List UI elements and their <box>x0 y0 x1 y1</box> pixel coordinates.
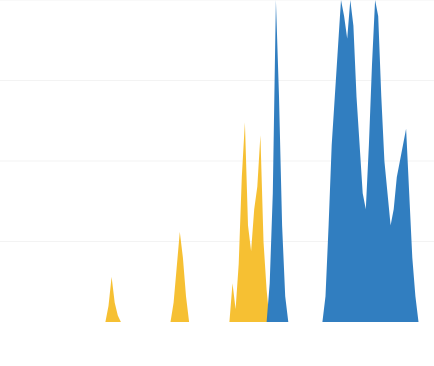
series-area-1 <box>0 0 434 322</box>
series-layer <box>0 0 434 322</box>
